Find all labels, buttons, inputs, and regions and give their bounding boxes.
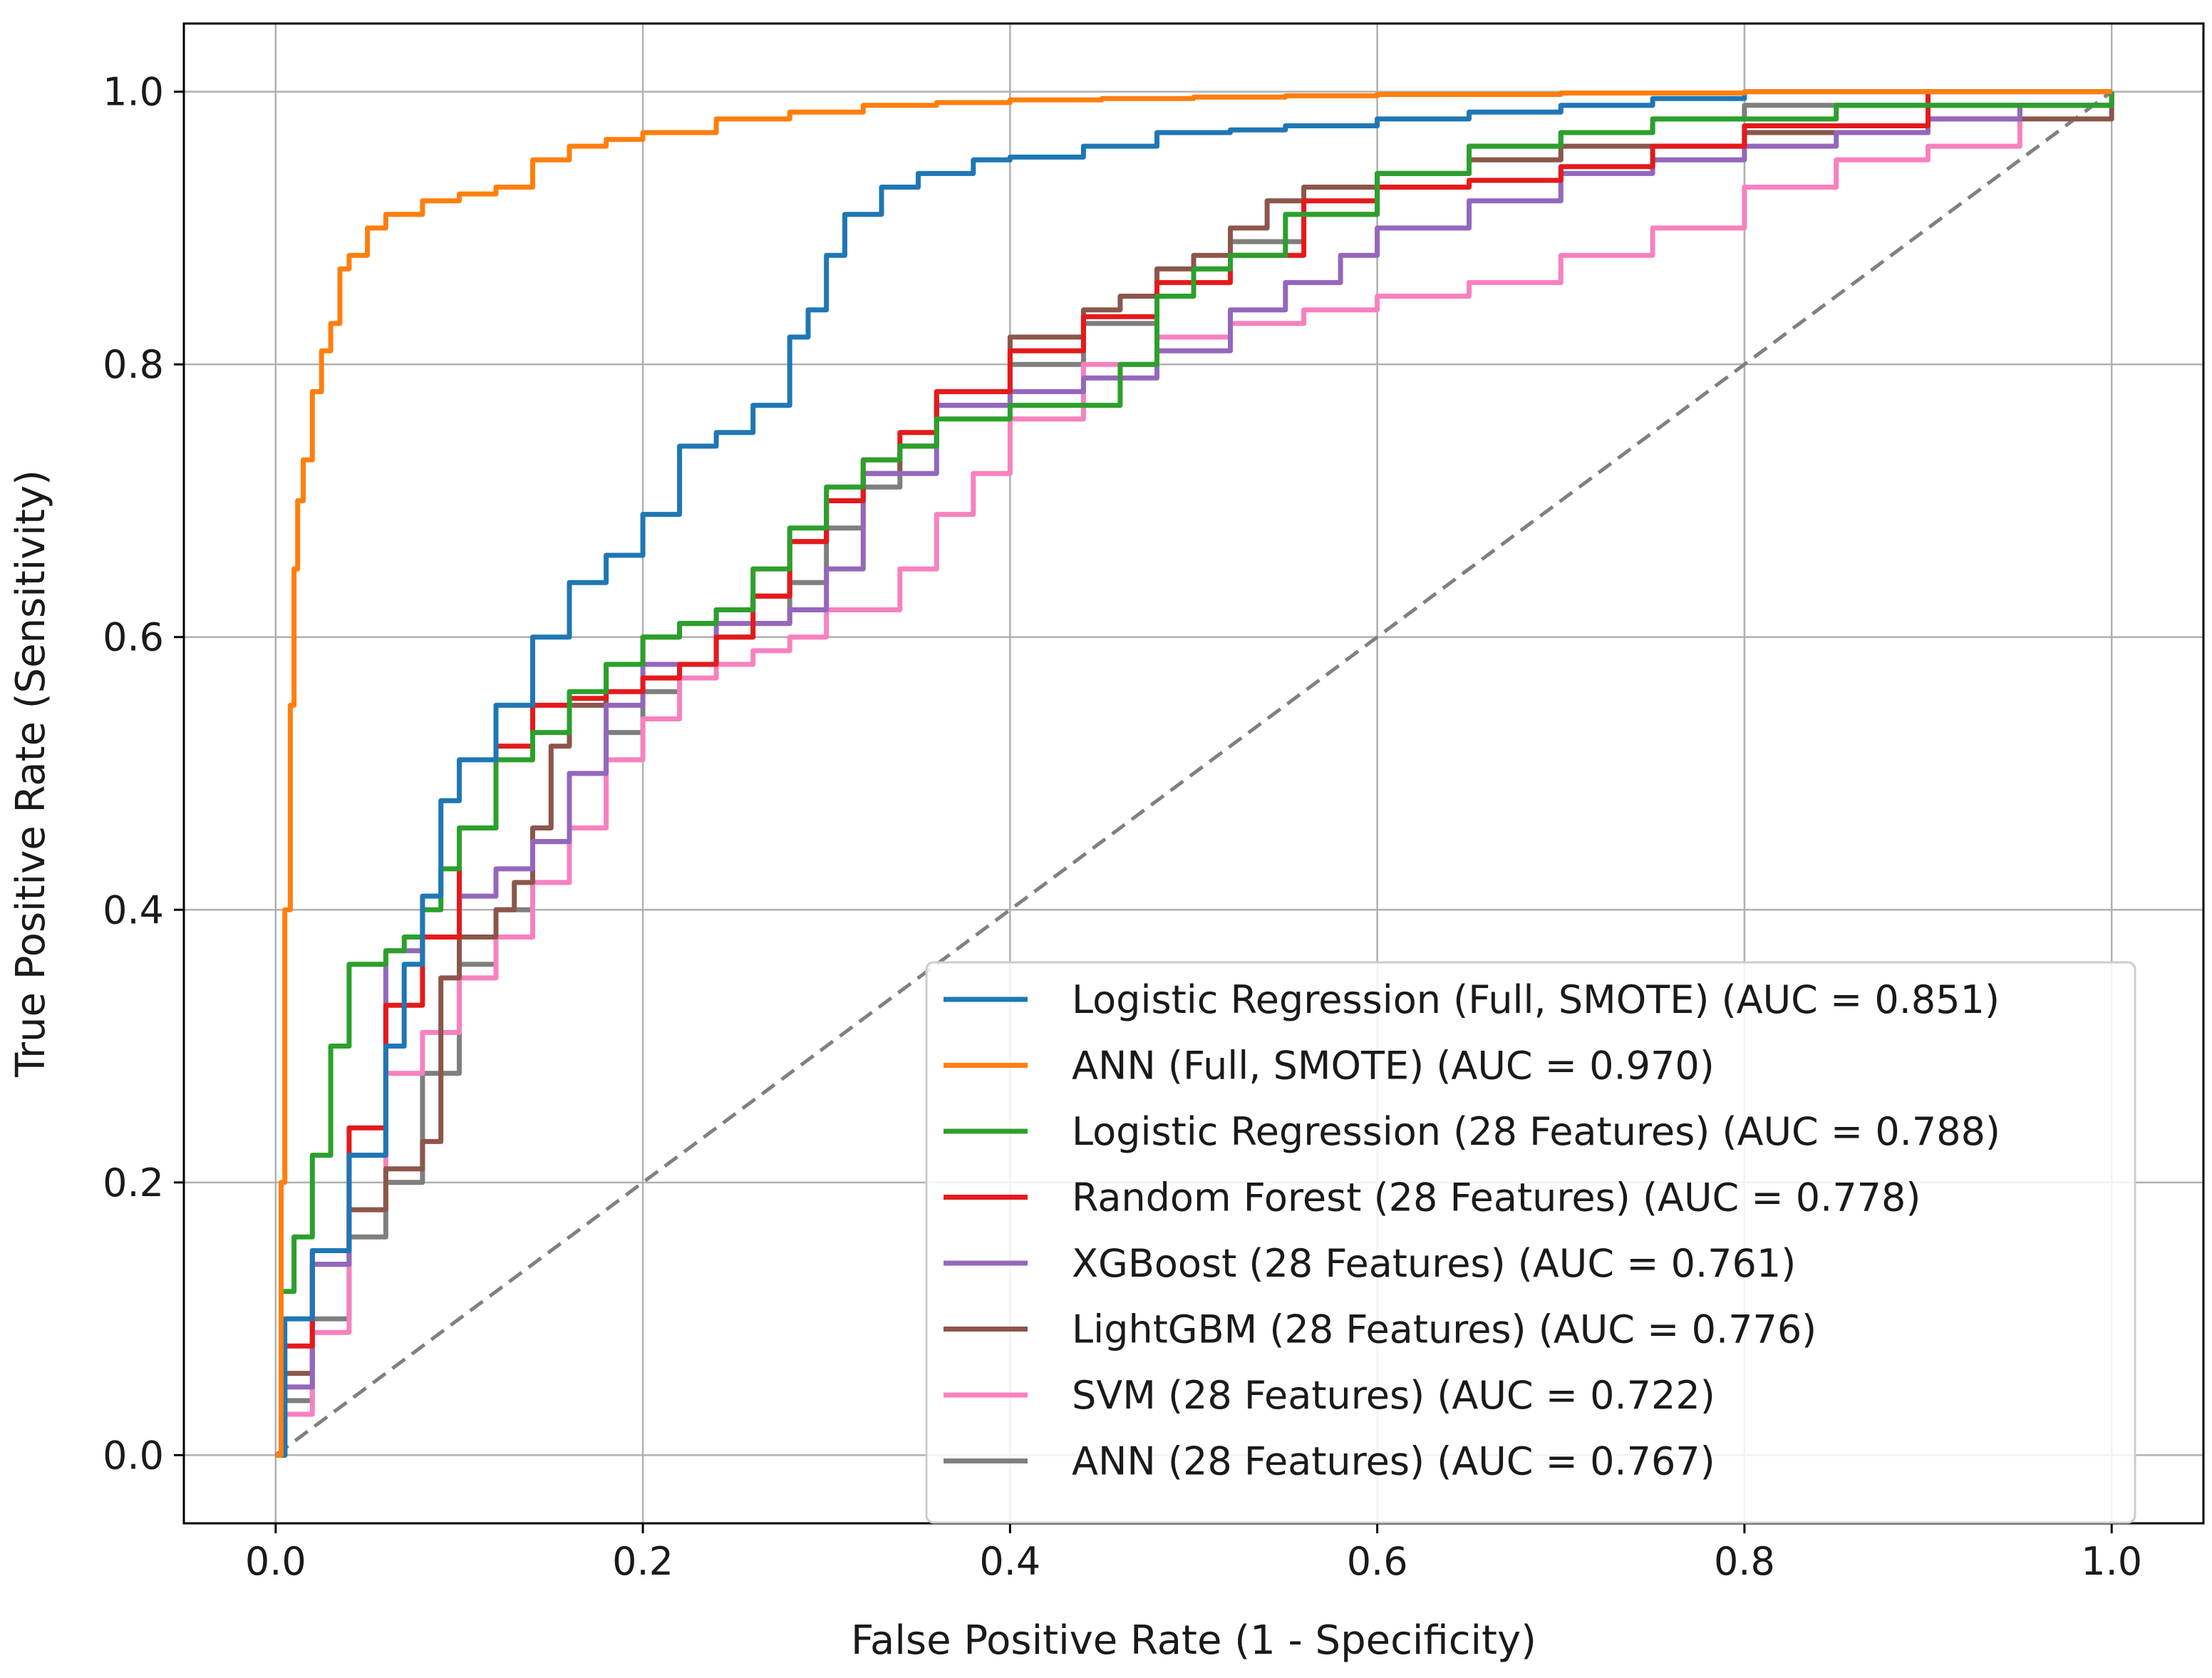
- x-tick-label: 0.6: [1347, 1539, 1408, 1584]
- legend-entry-label: XGBoost (28 Features) (AUC = 0.761): [1072, 1241, 1796, 1286]
- legend-entry-label: SVM (28 Features) (AUC = 0.722): [1072, 1373, 1715, 1418]
- roc-curves: [275, 89, 2114, 1458]
- x-axis-label: False Positive Rate (1 - Specificity): [851, 1617, 1536, 1664]
- y-tick-label: 0.8: [103, 342, 164, 387]
- legend-entry-label: Random Forest (28 Features) (AUC = 0.778…: [1072, 1175, 1921, 1220]
- y-axis-label: True Positive Rate (Sensitivity): [8, 470, 54, 1078]
- legend-entry-label: Logistic Regression (Full, SMOTE) (AUC =…: [1072, 977, 2000, 1022]
- y-tick-label: 0.2: [103, 1160, 164, 1205]
- legend-entry-label: LightGBM (28 Features) (AUC = 0.776): [1072, 1307, 1816, 1352]
- roc-curve-series-1: [275, 89, 2112, 1458]
- legend-entry-label: ANN (28 Features) (AUC = 0.767): [1072, 1439, 1715, 1484]
- x-tick-label: 0.4: [979, 1539, 1040, 1584]
- chance-diagonal-line: [274, 90, 2113, 1457]
- y-tick-label: 0.4: [103, 887, 164, 932]
- roc-curve-series-2: [275, 89, 2112, 1458]
- axis-ticks: 0.0 0.2 0.4 0.6 0.8 1.0 0.0 0.2 0.4 0.6 0.8 1.0: [103, 70, 2142, 1584]
- y-tick-label: 0.6: [103, 615, 164, 660]
- roc-curve-series-3: [275, 91, 2114, 1458]
- roc-curve-series-4: [275, 89, 2112, 1458]
- chance-diagonal: [274, 90, 2113, 1457]
- legend-entry-label: ANN (Full, SMOTE) (AUC = 0.970): [1072, 1044, 1715, 1088]
- roc-curve-series-7: [275, 91, 2114, 1458]
- y-tick-label: 1.0: [103, 70, 164, 115]
- legend-box: [925, 961, 2136, 1524]
- legend-entry-label: Logistic Regression (28 Features) (AUC =…: [1072, 1109, 2000, 1154]
- legend: Logistic Regression (Full, SMOTE) (AUC =…: [925, 961, 2136, 1524]
- y-tick-label: 0.0: [103, 1433, 164, 1478]
- x-tick-label: 1.0: [2081, 1539, 2142, 1584]
- x-tick-label: 0.8: [1714, 1539, 1775, 1584]
- x-tick-label: 0.2: [612, 1539, 673, 1584]
- x-tick-label: 0.0: [245, 1539, 306, 1584]
